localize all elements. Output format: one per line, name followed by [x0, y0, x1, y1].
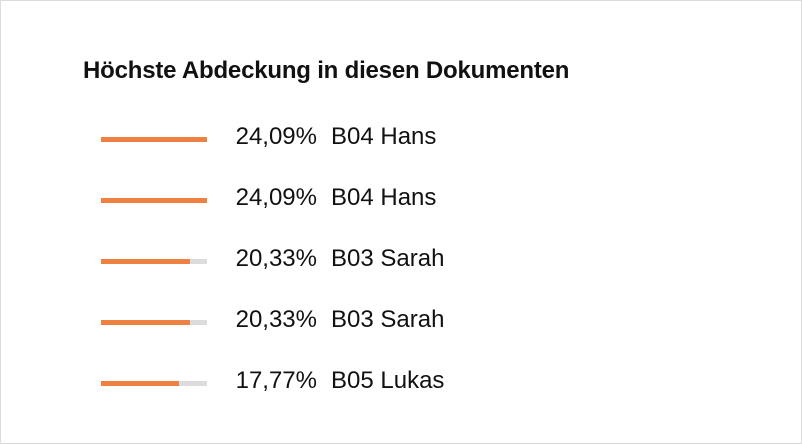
coverage-percent: 20,33%	[235, 245, 317, 272]
coverage-label: B05 Lukas	[331, 367, 445, 394]
coverage-label: B04 Hans	[331, 123, 437, 150]
coverage-bar-track	[101, 198, 207, 203]
coverage-bar-track	[101, 259, 207, 264]
coverage-list: 24,09% B04 Hans 24,09% B04 Hans 20,33% B…	[101, 115, 621, 420]
panel-title: Höchste Abdeckung in diesen Dokumenten	[83, 57, 570, 84]
coverage-bar-fill	[101, 320, 191, 325]
coverage-bar-track	[101, 137, 207, 142]
coverage-row[interactable]: 20,33% B03 Sarah	[101, 237, 621, 298]
coverage-percent: 20,33%	[235, 306, 317, 333]
coverage-row[interactable]: 20,33% B03 Sarah	[101, 298, 621, 359]
coverage-label: B03 Sarah	[331, 245, 445, 272]
coverage-bar-fill	[101, 381, 180, 386]
coverage-row[interactable]: 17,77% B05 Lukas	[101, 359, 621, 420]
coverage-bar-fill	[101, 198, 207, 203]
coverage-row[interactable]: 24,09% B04 Hans	[101, 115, 621, 176]
coverage-bar-track	[101, 381, 207, 386]
coverage-bar-fill	[101, 137, 207, 142]
coverage-bar-fill	[101, 259, 191, 264]
coverage-label: B04 Hans	[331, 184, 437, 211]
coverage-percent: 24,09%	[235, 123, 317, 150]
coverage-bar-track	[101, 320, 207, 325]
coverage-percent: 24,09%	[235, 184, 317, 211]
coverage-row[interactable]: 24,09% B04 Hans	[101, 176, 621, 237]
coverage-percent: 17,77%	[235, 367, 317, 394]
coverage-label: B03 Sarah	[331, 306, 445, 333]
